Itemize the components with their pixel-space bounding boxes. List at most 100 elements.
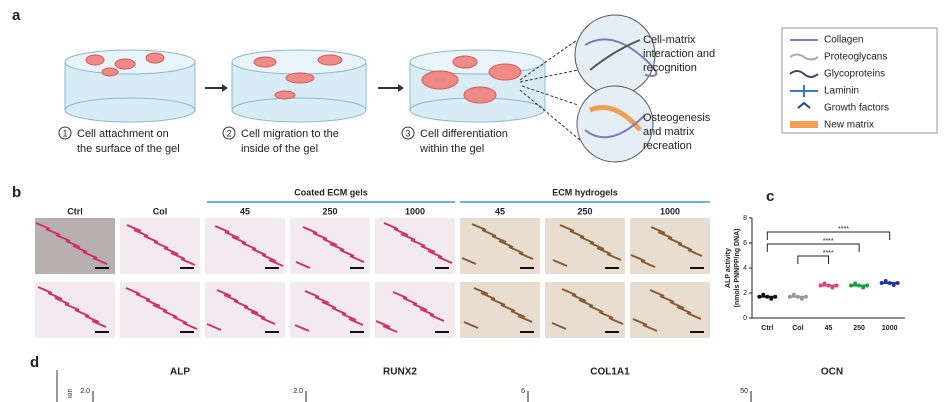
cell — [419, 308, 435, 316]
cell — [490, 298, 506, 306]
callout: Cell-matrix — [643, 34, 696, 46]
micrograph — [375, 218, 455, 274]
panel-label: c — [766, 188, 774, 205]
cell — [233, 300, 249, 308]
panel-label: a — [12, 7, 21, 24]
data-point — [891, 283, 896, 287]
y-tick-label: 2 — [743, 290, 747, 297]
cell — [676, 306, 692, 314]
bracket — [766, 243, 860, 252]
cell — [392, 291, 408, 299]
cell — [329, 243, 345, 251]
step-caption: Cell migration to the — [241, 128, 339, 140]
cell — [382, 325, 398, 333]
cell — [588, 305, 604, 313]
data-point — [818, 283, 823, 288]
cell — [569, 230, 585, 238]
cell — [231, 236, 247, 244]
cell — [133, 229, 149, 237]
cell — [657, 231, 673, 239]
cell — [206, 323, 222, 331]
cell — [498, 240, 514, 248]
cell — [427, 250, 443, 258]
cell — [92, 257, 108, 265]
cell — [471, 223, 487, 231]
cell — [45, 228, 61, 236]
cell — [339, 249, 355, 257]
y-tick-label: 4 — [743, 265, 747, 272]
cell — [82, 251, 98, 259]
cell — [640, 260, 656, 268]
bracket — [797, 255, 829, 264]
cell — [608, 317, 624, 325]
micrograph — [545, 218, 625, 274]
cell — [251, 248, 267, 256]
callout: interaction and — [643, 48, 715, 60]
y-tick-label: 0 — [743, 315, 747, 322]
cell — [182, 322, 198, 330]
cell — [314, 296, 330, 304]
cell — [349, 255, 365, 263]
micrograph — [630, 218, 710, 274]
cell — [402, 297, 418, 305]
cell — [47, 292, 63, 300]
cell — [55, 234, 71, 242]
cell — [295, 261, 311, 269]
cell — [91, 320, 107, 328]
cell — [135, 293, 151, 301]
cell — [348, 318, 364, 326]
column-header: 250 — [577, 206, 592, 216]
cell — [243, 306, 259, 314]
column-header: 45 — [240, 206, 250, 216]
cell — [216, 289, 232, 297]
cell — [412, 303, 428, 311]
cell — [510, 310, 526, 318]
cell — [331, 307, 347, 315]
cell — [375, 320, 391, 328]
cell — [551, 322, 567, 330]
cell — [152, 304, 168, 312]
cell — [261, 254, 277, 262]
y-tick-label: 8 — [743, 215, 747, 222]
significance: **** — [838, 226, 849, 233]
legend-item: Collagen — [824, 35, 863, 46]
cell — [393, 228, 409, 236]
cell — [163, 247, 179, 255]
data-point — [822, 281, 827, 286]
data-point — [799, 296, 804, 301]
tick-label: 50 — [740, 388, 748, 395]
data-point — [883, 279, 888, 283]
column-header: 1000 — [660, 206, 680, 216]
cell — [250, 311, 266, 319]
cell — [632, 318, 648, 326]
cell — [630, 254, 646, 262]
data-point — [879, 281, 884, 285]
micrograph — [460, 218, 540, 274]
data-point — [757, 294, 762, 299]
data-point — [803, 294, 808, 299]
y-axis-label: ALP activity — [725, 248, 732, 288]
data-point — [834, 283, 839, 288]
step-caption: the surface of the gel — [77, 143, 180, 155]
micrograph — [375, 282, 455, 338]
cell — [508, 246, 524, 254]
data-point — [826, 283, 831, 288]
subplot-title: RUNX2 — [383, 367, 417, 378]
cell — [517, 315, 533, 323]
micrograph — [630, 282, 710, 338]
step-number: 2 — [226, 128, 231, 138]
legend-item: Proteoglycans — [824, 52, 887, 63]
cell — [491, 235, 507, 243]
cell — [126, 224, 142, 232]
cell — [214, 225, 230, 233]
tick-label: 6 — [521, 388, 525, 395]
data-point — [795, 294, 800, 299]
cell — [461, 257, 477, 265]
cell — [650, 226, 666, 234]
subplot-title: COL1A1 — [590, 367, 630, 378]
data-point — [761, 292, 766, 297]
cell — [579, 236, 595, 244]
cell — [606, 253, 622, 261]
cell — [669, 301, 685, 309]
